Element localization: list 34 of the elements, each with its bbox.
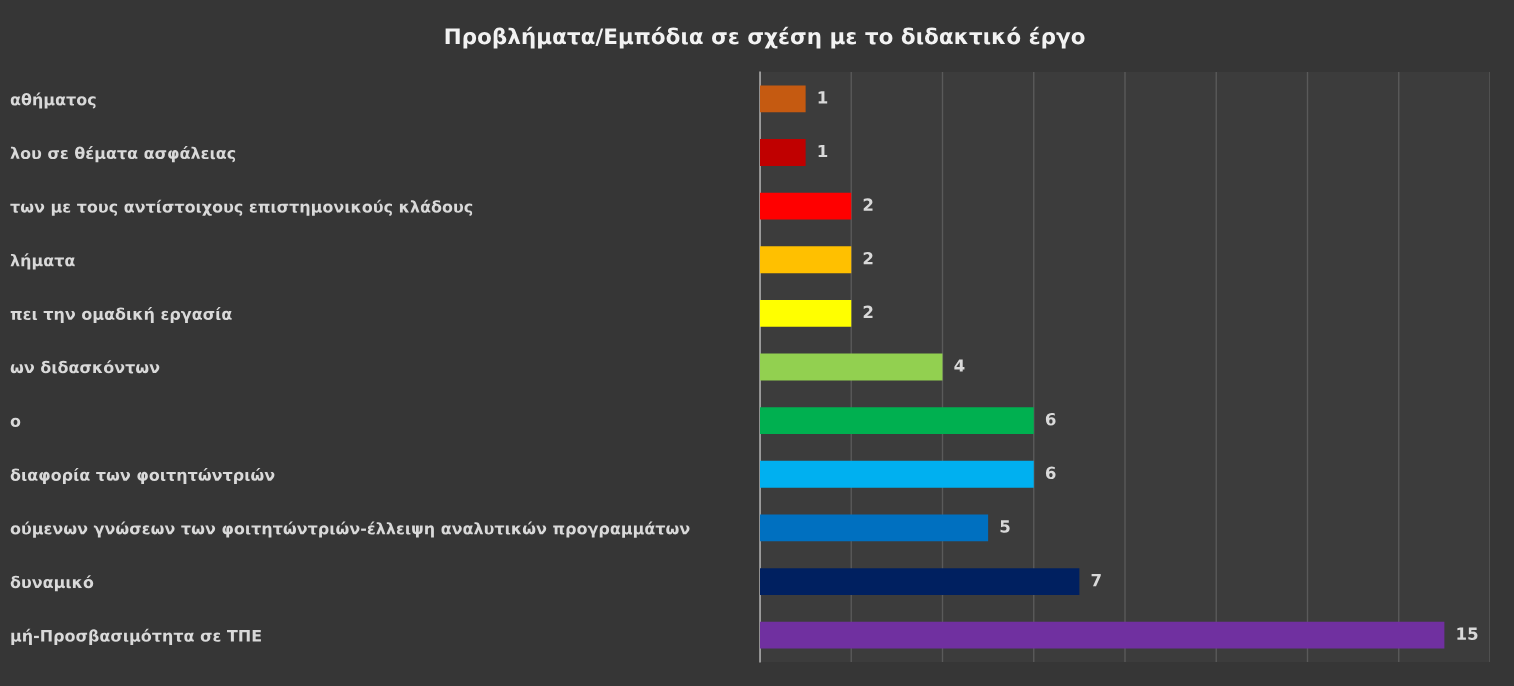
chart-title: Προβλήματα/Εμπόδια σε σχέση με το διδακτικό έργο: [445, 26, 1085, 49]
y-tick-label: των με τους αντίστοιχους επιστημονικούς κλάδους: [10, 199, 473, 216]
bar: [760, 621, 1445, 649]
data-label: 4: [954, 359, 965, 372]
data-label: 7: [1091, 573, 1101, 587]
bar: [760, 353, 943, 381]
bar: [760, 460, 1034, 488]
bar: [760, 192, 852, 220]
y-tick-label: πει την ομαδική εργασία: [10, 306, 232, 324]
y-tick-label: λου σε θέματα ασφάλειας: [10, 146, 236, 163]
bar: [760, 299, 852, 327]
data-label: 2: [863, 251, 873, 265]
data-label: 2: [863, 305, 873, 318]
y-tick-label: διαφορία των φοιτητώντριών: [10, 467, 275, 484]
data-label: 5: [1000, 520, 1010, 533]
y-tick-label: δυναμικό: [10, 575, 94, 592]
data-label: 6: [1045, 466, 1056, 480]
data-label: 6: [1045, 412, 1056, 426]
y-tick-label: ούμενων γνώσεων των φοιτητώντριών-έλλειψη αναλυτικών προγραμμάτων: [10, 521, 690, 538]
y-tick-label: αθήματος: [10, 92, 96, 109]
y-tick-label: ων διδασκόντων: [10, 360, 160, 374]
bar: [760, 139, 806, 166]
bar: [760, 85, 806, 113]
y-tick-label: μή-Προσβασιμότητα σε ΤΠΕ: [11, 628, 261, 645]
data-label: 1: [818, 144, 828, 158]
bar: [760, 246, 852, 274]
y-tick-label: ο: [10, 417, 21, 427]
data-label: 15: [1457, 627, 1478, 641]
bar: [760, 407, 1034, 435]
data-label: 2: [863, 198, 873, 211]
bar: [760, 514, 989, 542]
y-tick-label: λήματα: [10, 253, 75, 270]
data-label: 1: [818, 91, 828, 104]
bar: [760, 568, 1080, 595]
